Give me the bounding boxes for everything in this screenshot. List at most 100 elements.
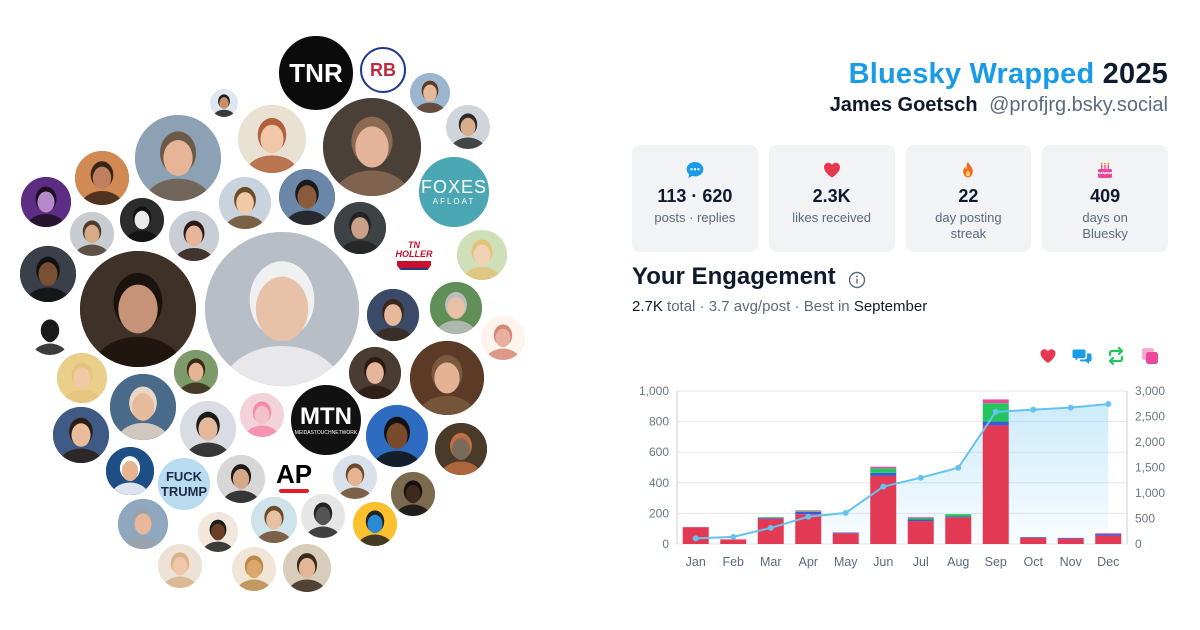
avatar[interactable] [18, 244, 78, 304]
avatar[interactable] [215, 453, 267, 505]
avatar[interactable] [277, 167, 337, 227]
y-tick-label: 0 [662, 537, 669, 551]
avatar[interactable] [196, 510, 240, 554]
avatar[interactable] [364, 403, 430, 469]
profile-line: James Goetsch @profjrg.bsky.social [830, 94, 1168, 117]
cake-icon [1042, 159, 1168, 181]
avatar[interactable] [332, 200, 388, 256]
bar-segment [757, 517, 784, 519]
x-tick-label: Mar [760, 555, 782, 569]
stat-card-posts: 113 · 620 posts · replies [632, 145, 758, 252]
bar-segment [795, 511, 822, 512]
cumulative-point [842, 509, 849, 516]
avatar[interactable] [347, 345, 403, 401]
tn-holler-avatar[interactable]: TN HOLLER [392, 233, 436, 277]
bar-segment [945, 516, 972, 518]
y2-tick-label: 1,500 [1135, 461, 1165, 475]
avatar[interactable] [408, 339, 486, 417]
avatar-logo-text: TNR [289, 58, 343, 88]
cumulative-point [992, 408, 999, 415]
avatar[interactable] [118, 196, 166, 244]
rb-logo-avatar[interactable]: RB [360, 47, 406, 93]
stat-value: 409 [1090, 186, 1121, 206]
avatar-logo-text: MTN [300, 402, 352, 430]
avatar[interactable] [156, 542, 204, 590]
repost-icon[interactable] [1106, 346, 1126, 366]
avatar[interactable] [444, 103, 492, 151]
bar-segment [1095, 535, 1122, 544]
bar-segment [982, 421, 1009, 426]
ap-red-swoosh [279, 489, 309, 493]
avatar[interactable] [19, 175, 73, 229]
bar-segment [1057, 537, 1084, 539]
avatar-logo-text: RB [370, 60, 396, 80]
avatar[interactable] [455, 228, 509, 282]
avatar[interactable] [203, 230, 361, 388]
avatar[interactable] [55, 351, 109, 405]
wrapped-year: 2025 [1102, 58, 1168, 90]
avatar[interactable] [230, 545, 278, 593]
ap-logo-avatar[interactable]: AP [271, 454, 317, 500]
x-tick-label: Oct [1024, 555, 1044, 569]
avatar[interactable] [78, 249, 198, 369]
avatar[interactable] [281, 542, 333, 594]
avatar[interactable] [73, 149, 131, 207]
avatar[interactable] [51, 405, 111, 465]
avatar[interactable] [479, 314, 527, 362]
avatar[interactable] [133, 113, 223, 203]
stat-label: posts · replies [654, 210, 736, 225]
x-tick-label: Feb [722, 555, 744, 569]
y2-tick-label: 1,000 [1135, 486, 1165, 500]
engagement-average: 3.7 avg/post · [708, 298, 800, 315]
avatar[interactable] [331, 453, 379, 501]
avatar[interactable] [108, 372, 178, 442]
engagement-total-label: total · [667, 298, 705, 315]
avatar[interactable] [217, 175, 273, 231]
avatar[interactable] [236, 103, 308, 175]
engagement-heading: Your Engagement [632, 263, 836, 290]
avatar[interactable] [389, 470, 437, 518]
info-icon[interactable] [848, 268, 866, 289]
avatar[interactable] [408, 71, 452, 115]
avatar[interactable] [26, 309, 74, 357]
y2-tick-label: 2,000 [1135, 435, 1165, 449]
quote-icon[interactable] [1140, 346, 1160, 366]
stat-card-streak: 22 day posting streak [905, 145, 1032, 252]
avatar[interactable] [178, 399, 238, 459]
avatar[interactable] [68, 210, 116, 258]
avatar[interactable] [249, 495, 299, 545]
y-tick-label: 600 [649, 445, 669, 459]
foxes-afloat-avatar[interactable]: FOXES AFLOAT [417, 155, 491, 229]
user-handle[interactable]: @profjrg.bsky.social [989, 94, 1168, 116]
brand-name: Bluesky Wrapped [848, 58, 1095, 90]
tnr-logo-avatar[interactable]: TNR [277, 34, 355, 112]
bar-segment [832, 532, 859, 534]
cumulative-point [917, 474, 924, 481]
bar-segment [1020, 537, 1047, 538]
avatar[interactable] [299, 492, 347, 540]
x-tick-label: Jun [873, 555, 893, 569]
stat-label: days on Bluesky [1082, 210, 1128, 241]
x-tick-label: Aug [947, 555, 969, 569]
mtn-logo-avatar[interactable]: MTN MEIDASTOUCHNETWORK [289, 383, 363, 457]
engagement-chart: 0 200 400 600 800 1,000 0 500 1,000 1,500 2,000 2,5… [639, 384, 1165, 569]
reply-bubbles-icon[interactable] [1072, 346, 1092, 366]
avatar[interactable] [365, 287, 421, 343]
cumulative-point [1030, 406, 1037, 413]
avatar[interactable] [433, 421, 489, 477]
stat-value: 2.3K [812, 186, 851, 206]
avatar[interactable] [172, 348, 220, 396]
avatar[interactable] [116, 497, 170, 551]
avatar[interactable] [208, 87, 240, 119]
avatar[interactable] [167, 209, 221, 263]
avatar[interactable] [428, 280, 484, 336]
y-tick-label: 1,000 [639, 384, 669, 398]
avatar[interactable] [321, 96, 423, 198]
avatar[interactable] [238, 391, 286, 439]
avatar-logo-text: TN HOLLER [395, 239, 433, 259]
avatar[interactable] [351, 500, 399, 548]
app-title: Bluesky Wrapped 2025 [830, 58, 1168, 91]
fuck-trump-avatar[interactable]: FUCK TRUMP [156, 456, 212, 512]
avatar[interactable] [104, 445, 156, 497]
heart-icon[interactable] [1038, 346, 1058, 366]
